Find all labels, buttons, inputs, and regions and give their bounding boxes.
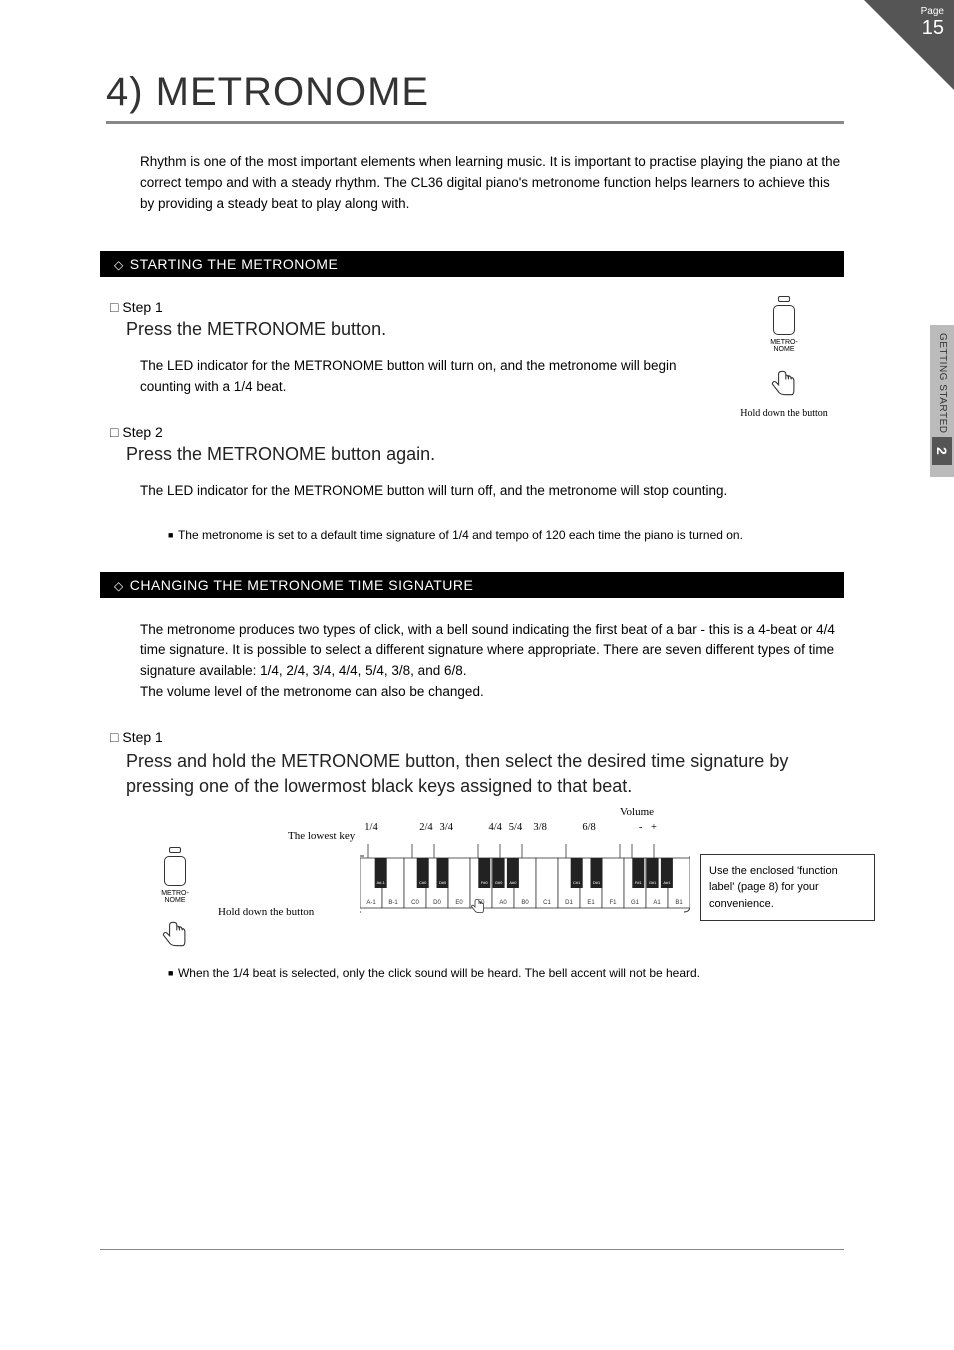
sectionB-intro: The metronome produces two types of clic… bbox=[140, 620, 844, 704]
svg-text:B-1: B-1 bbox=[388, 900, 398, 906]
svg-text:D1: D1 bbox=[565, 900, 573, 906]
metronome-button-illustration: METRO- NOME Hold down the button bbox=[734, 305, 834, 419]
svg-text:D#0: D#0 bbox=[439, 880, 447, 885]
page-number: 15 bbox=[864, 17, 944, 40]
kb-top-labels: 1/4 2/4 3/4 4/4 5/4 3/8 6/8 - + bbox=[364, 822, 663, 833]
step2-action: Press the METRONOME button again. bbox=[126, 444, 844, 465]
metronome-button-icon bbox=[164, 856, 186, 886]
kb-metronome-button: METRO- NOME bbox=[140, 856, 210, 959]
svg-text:G1: G1 bbox=[631, 900, 640, 906]
svg-text:G#1: G#1 bbox=[649, 880, 657, 885]
side-tab-chapter: 2 bbox=[932, 437, 952, 465]
svg-text:E1: E1 bbox=[587, 900, 595, 906]
hand-icon bbox=[157, 916, 193, 952]
side-tab: GETTING STARTED 2 bbox=[930, 325, 954, 477]
svg-text:A1: A1 bbox=[653, 900, 661, 906]
sectionB-step1-label: Step 1 bbox=[110, 729, 844, 745]
svg-text:A#0: A#0 bbox=[509, 880, 517, 885]
svg-text:A#1: A#1 bbox=[663, 880, 671, 885]
bottom-rule bbox=[100, 1249, 844, 1250]
page-corner: Page 15 bbox=[864, 0, 954, 90]
step2-label: Step 2 bbox=[110, 424, 844, 440]
svg-text:C#0: C#0 bbox=[419, 880, 427, 885]
keyboard-diagram: METRO- NOME Hold down the button The low… bbox=[140, 816, 844, 936]
hand-icon bbox=[766, 365, 802, 401]
svg-text:A-1: A-1 bbox=[366, 900, 376, 906]
svg-text:F#1: F#1 bbox=[635, 880, 643, 885]
svg-text:C#1: C#1 bbox=[573, 880, 581, 885]
section-header-starting: STARTING THE METRONOME bbox=[100, 251, 844, 277]
svg-text:F#0: F#0 bbox=[481, 880, 489, 885]
svg-text:C0: C0 bbox=[411, 900, 419, 906]
metronome-button-label: METRO- NOME bbox=[734, 339, 834, 353]
svg-text:D#1: D#1 bbox=[593, 880, 601, 885]
svg-text:A#-1: A#-1 bbox=[376, 880, 385, 885]
intro-paragraph: Rhythm is one of the most important elem… bbox=[140, 152, 844, 215]
sectionB-note: When the 1/4 beat is selected, only the … bbox=[168, 966, 844, 980]
section-header-changing: CHANGING THE METRONOME TIME SIGNATURE bbox=[100, 572, 844, 598]
svg-text:F1: F1 bbox=[609, 900, 617, 906]
step2-body: The LED indicator for the METRONOME butt… bbox=[140, 481, 844, 502]
page-label: Page bbox=[864, 6, 944, 17]
svg-text:G#0: G#0 bbox=[495, 880, 503, 885]
svg-text:B0: B0 bbox=[521, 900, 529, 906]
function-label-callout: Use the enclosed 'function label' (page … bbox=[700, 854, 875, 922]
keyboard-svg: A-1B-1C0D0E0F0A0B0C1D1E1F1G1A1B1 A#-1C#0… bbox=[360, 844, 690, 922]
hold-down-label: Hold down the button bbox=[734, 408, 834, 419]
step1-body: The LED indicator for the METRONOME butt… bbox=[140, 356, 700, 398]
hold-down-label-2: Hold down the button bbox=[218, 906, 314, 918]
svg-text:E0: E0 bbox=[455, 900, 463, 906]
volume-label: Volume bbox=[620, 806, 654, 818]
lowest-key-label: The lowest key bbox=[288, 830, 355, 842]
metronome-button-icon bbox=[773, 305, 795, 335]
sectionA-note: The metronome is set to a default time s… bbox=[168, 528, 844, 542]
page-title: 4) METRONOME bbox=[106, 70, 844, 124]
svg-text:B1: B1 bbox=[675, 900, 683, 906]
svg-text:C1: C1 bbox=[543, 900, 551, 906]
metronome-button-label: METRO- NOME bbox=[140, 890, 210, 904]
svg-text:A0: A0 bbox=[499, 900, 507, 906]
sectionB-step1-action: Press and hold the METRONOME button, the… bbox=[126, 749, 826, 799]
content: 4) METRONOME Rhythm is one of the most i… bbox=[100, 70, 844, 1270]
side-tab-text: GETTING STARTED bbox=[937, 333, 948, 433]
svg-text:D0: D0 bbox=[433, 900, 441, 906]
